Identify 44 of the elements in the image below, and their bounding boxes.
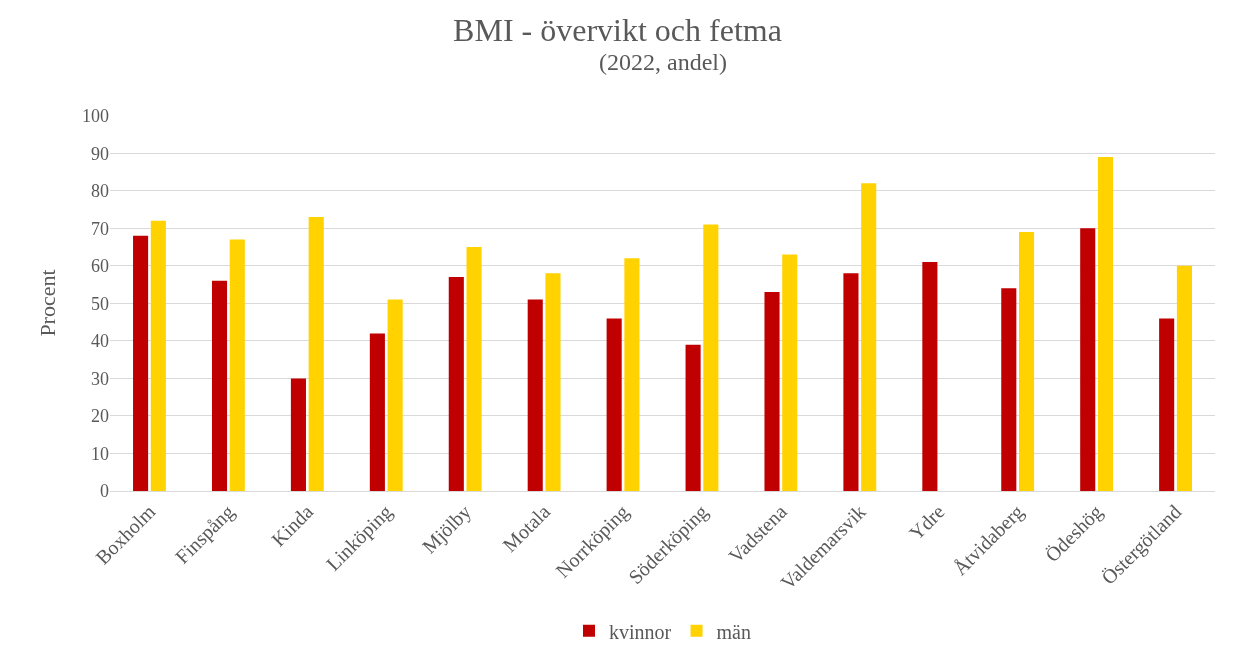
legend-label: kvinnor [609, 620, 672, 643]
bar [685, 344, 701, 491]
chart-title: BMI - övervikt och fetma [453, 11, 782, 48]
bar [861, 183, 877, 491]
y-tick-label: 40 [91, 331, 109, 352]
bar [1159, 318, 1175, 491]
bar [1097, 157, 1114, 491]
y-tick-label: 10 [91, 443, 109, 464]
bar [308, 217, 324, 491]
chart-subtitle: (2022, andel) [599, 49, 727, 75]
bar [922, 262, 938, 491]
bar [545, 273, 561, 491]
x-tick-label: Ydre [904, 500, 949, 545]
bar [211, 280, 228, 491]
y-tick-label: 100 [82, 106, 109, 127]
bar [229, 239, 245, 491]
bar [606, 318, 622, 491]
bar [1019, 232, 1035, 491]
bar [369, 333, 385, 491]
y-tick-label: 30 [91, 368, 109, 389]
bar [133, 235, 149, 491]
y-tick-label: 0 [100, 481, 109, 502]
bar [782, 254, 798, 491]
y-tick-label: 50 [91, 293, 109, 314]
bar [1001, 288, 1017, 491]
y-tick-label: 60 [91, 256, 109, 277]
bar [527, 299, 543, 491]
bar [764, 292, 780, 491]
legend-label: män [716, 620, 751, 643]
bar [703, 224, 719, 491]
bar [466, 247, 482, 491]
bar [843, 273, 859, 491]
bar [448, 277, 464, 491]
bar [290, 378, 306, 491]
y-tick-label: 70 [91, 218, 109, 239]
bar [1080, 228, 1096, 491]
y-tick-label: 20 [91, 406, 109, 427]
bar [1176, 265, 1192, 491]
y-tick-label: 80 [91, 181, 109, 202]
bar [150, 220, 166, 491]
bar [387, 299, 403, 491]
bar [624, 258, 640, 491]
y-axis-title: Procent [34, 269, 60, 337]
y-tick-label: 90 [91, 143, 109, 164]
